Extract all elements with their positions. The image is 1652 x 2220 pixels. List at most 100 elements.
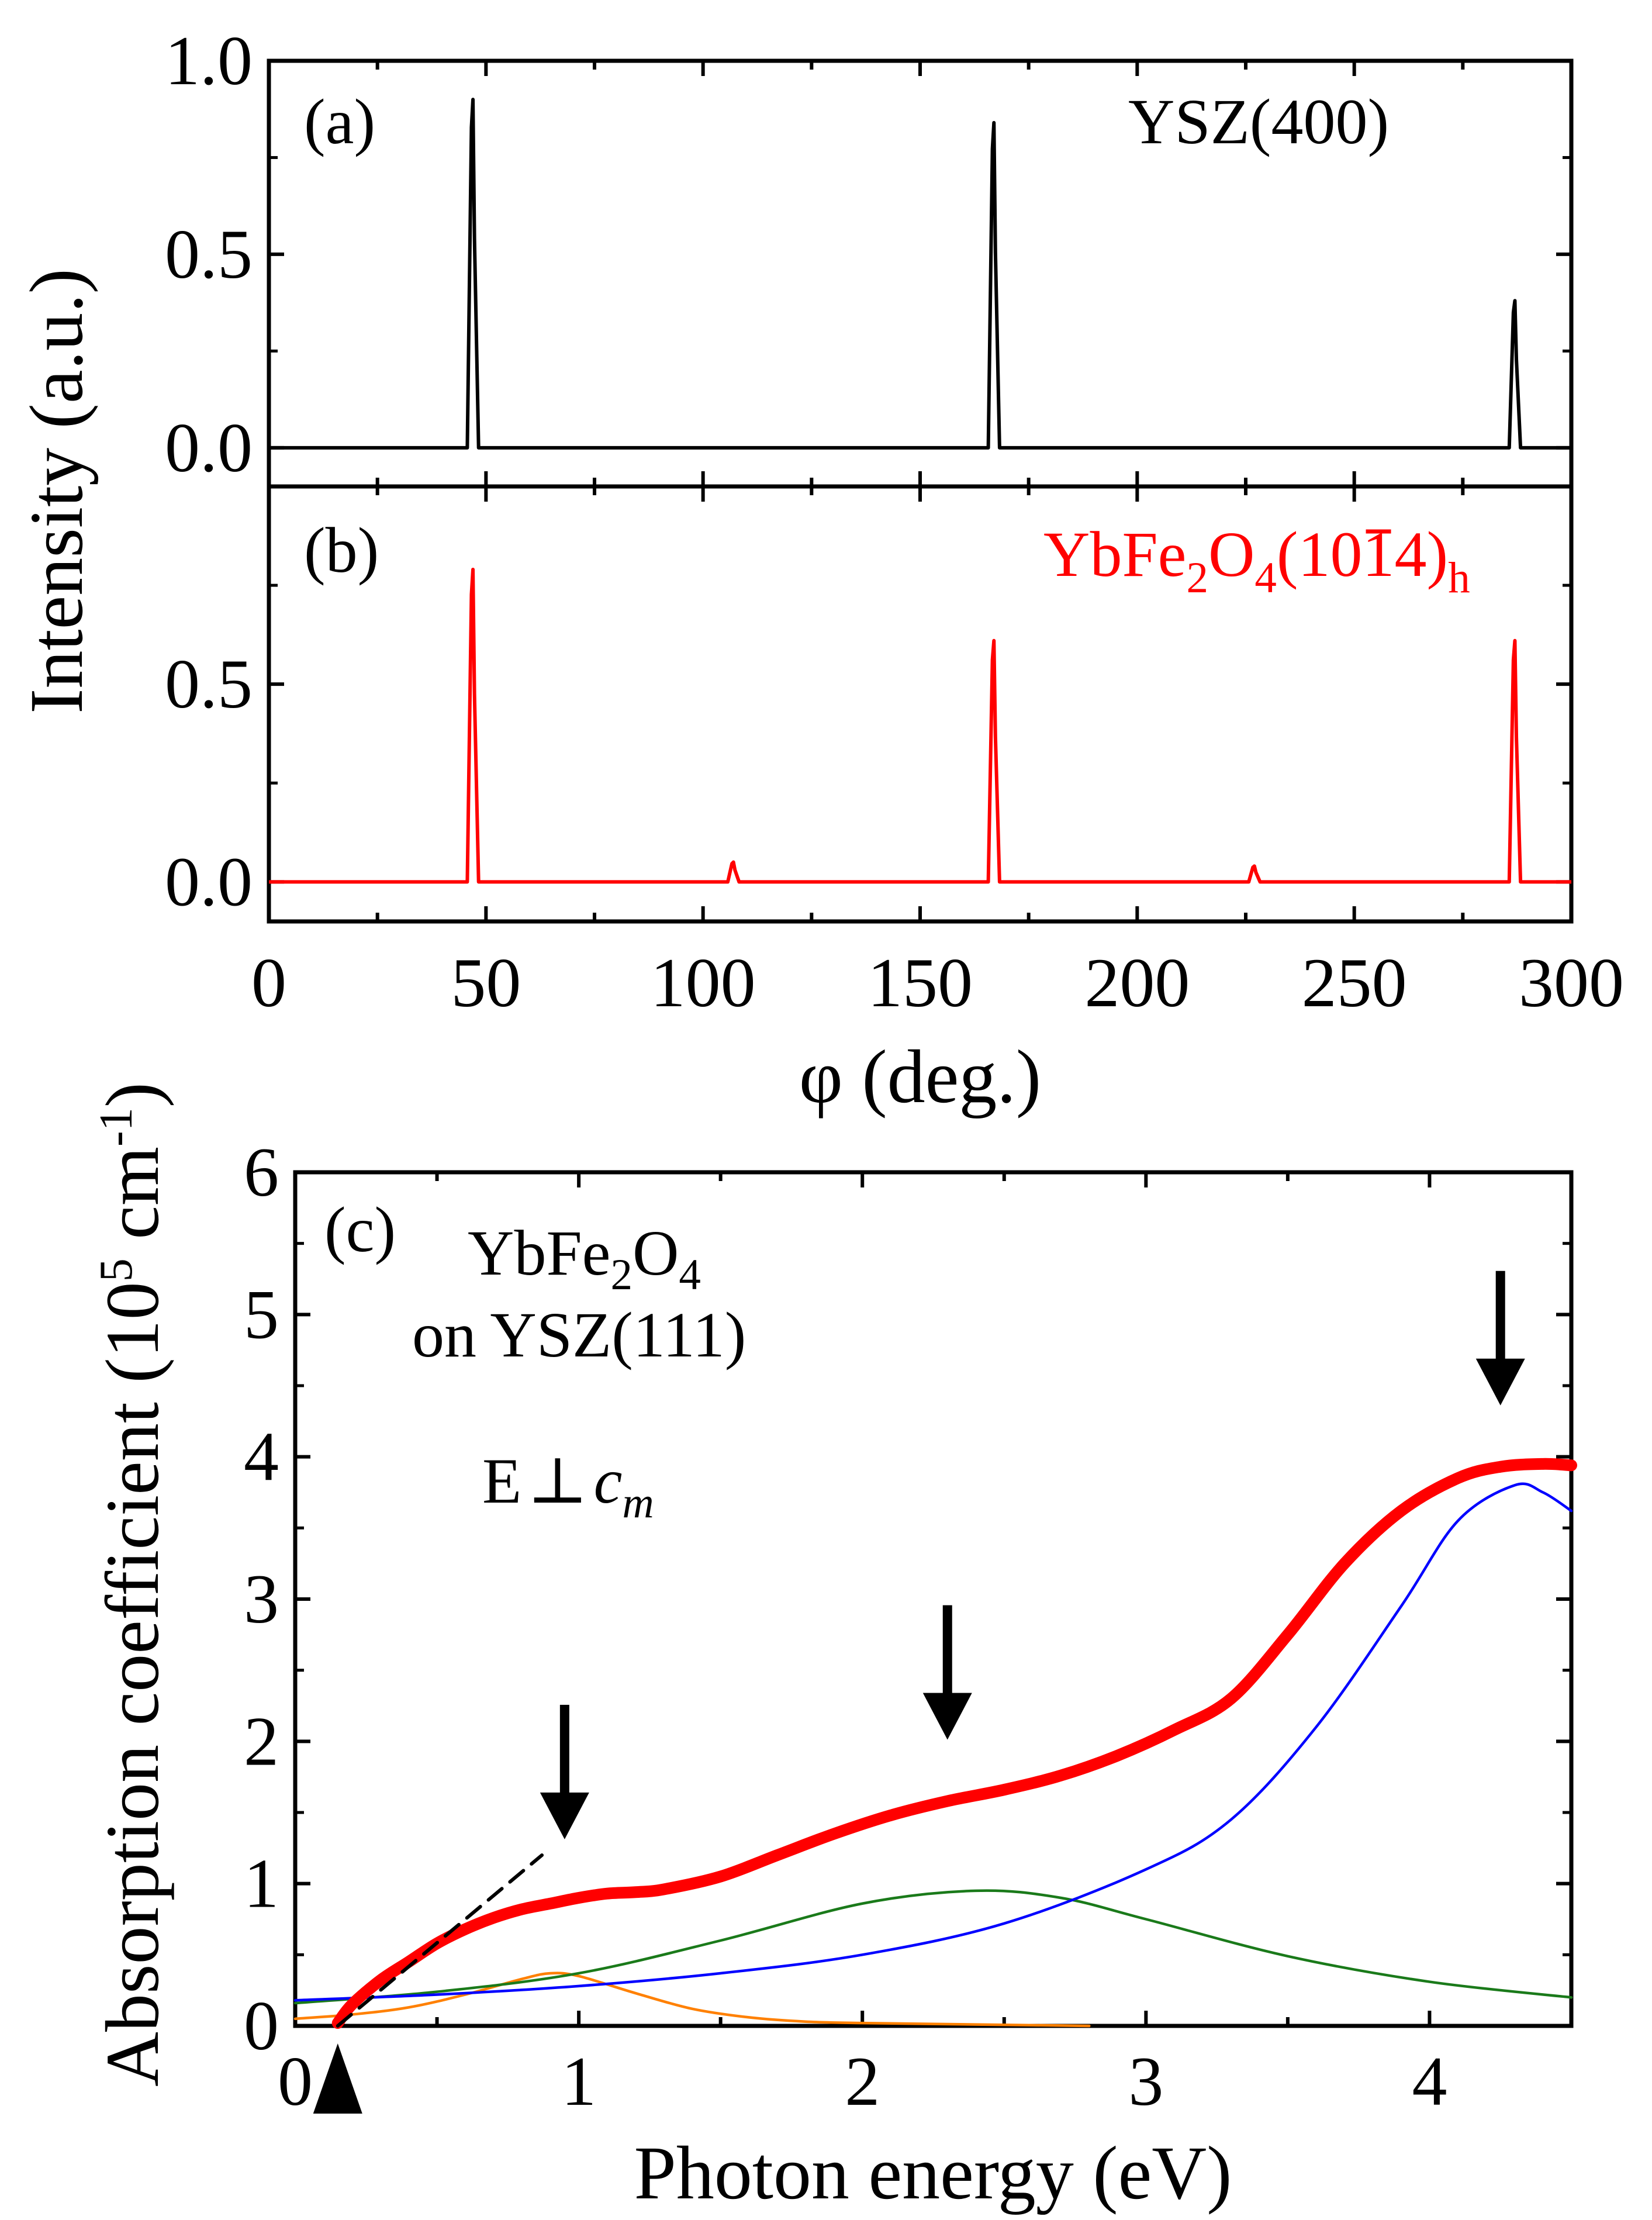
- polarization-part: E: [482, 1445, 521, 1517]
- panel-c-ticks: 0 1 2 3 4 5 6 0 1 2 3 4: [244, 1133, 1571, 2120]
- point-green-component: [294, 2002, 296, 2004]
- point-green-component: [720, 1939, 722, 1942]
- point-green-component: [974, 1890, 977, 1892]
- point-measured: [578, 1897, 580, 1899]
- feature-arrow-head: [540, 1792, 589, 1839]
- point-green-component: [1145, 1918, 1147, 1920]
- y-tick-label: 0.0: [165, 409, 253, 486]
- x-tick-label: 1: [561, 2042, 596, 2120]
- x-tick-label: 300: [1519, 944, 1624, 1021]
- band-edge-marker: [313, 2043, 362, 2114]
- point-measured: [1570, 1464, 1572, 1466]
- ylabel-superscript: 5: [91, 1258, 142, 1282]
- point-measured: [1117, 1755, 1119, 1757]
- point-orange-component: [578, 1975, 580, 1977]
- point-blue-component: [436, 1993, 438, 1995]
- point-orange-component: [294, 2018, 296, 2020]
- absorption-y-axis-label: Absorption coefficient (105 cm-1): [91, 1082, 175, 2087]
- feature-arrow-head: [1475, 1358, 1525, 1406]
- y-tick-label: 1: [244, 1845, 279, 1922]
- polarization-label: E⊥cm: [482, 1445, 654, 1527]
- point-orange-component: [691, 2008, 693, 2010]
- point-measured: [1230, 1697, 1232, 1700]
- peak-point: [993, 639, 996, 642]
- sample-subscript: 4: [679, 1251, 701, 1299]
- series-linear-extrapolation: [336, 1853, 544, 2028]
- panel-b-label: (b): [304, 515, 379, 586]
- series-label-subscript: h: [1448, 554, 1470, 602]
- ylabel-part: cm: [91, 1147, 175, 1258]
- point-measured: [1457, 1477, 1459, 1479]
- point-green-component: [578, 1972, 580, 1974]
- phi-x-axis-label: φ (deg.): [799, 1035, 1041, 1119]
- panel-b-ticks: 0.0 0.5 0 50 100 150 200 250 300: [165, 486, 1624, 1021]
- point-orange-component: [407, 2006, 410, 2008]
- ylabel-part: Absorption coefficient (10: [91, 1282, 175, 2087]
- series-orange-component: [293, 1972, 1091, 2028]
- point-blue-component: [1570, 1510, 1572, 1512]
- point-green-component: [1287, 1955, 1289, 1957]
- series-green-component: [293, 1889, 1573, 2005]
- sample-label: YbFe2O4: [468, 1217, 701, 1299]
- panel-b-series-label: YbFe2O4(1014)h: [1043, 519, 1470, 602]
- ylabel-superscript: -1: [91, 1107, 142, 1147]
- point-measured: [776, 1854, 779, 1856]
- point-measured: [351, 2004, 353, 2005]
- point-blue-component: [1315, 1726, 1317, 1728]
- x-tick-label: 3: [1128, 2042, 1163, 2120]
- panel-a-series-label: YSZ(400): [1128, 86, 1389, 157]
- series-label-subscript: 2: [1186, 554, 1208, 602]
- series-measured: [331, 1458, 1577, 2029]
- x-tick-label: 150: [868, 944, 973, 1021]
- point-orange-component: [748, 2016, 750, 2018]
- point-orange-component: [1088, 2025, 1090, 2027]
- peak-point: [732, 861, 735, 864]
- peak-point: [1253, 865, 1256, 868]
- series-label-part: YbFe: [1043, 519, 1186, 590]
- y-tick-label: 0: [244, 1987, 279, 2064]
- point-measured: [1542, 1463, 1544, 1465]
- point-blue-component: [1145, 1868, 1147, 1870]
- point-measured: [720, 1876, 722, 1877]
- intensity-y-axis-label: Intensity (a.u.): [15, 268, 99, 714]
- y-tick-label: 5: [244, 1275, 279, 1353]
- point-measured: [1173, 1729, 1176, 1731]
- ylabel-part: ): [91, 1082, 175, 1107]
- point-blue-component: [1457, 1520, 1459, 1522]
- x-tick-label: 50: [451, 944, 521, 1021]
- y-tick-label: 0.5: [165, 215, 253, 293]
- series-label-part: O: [1208, 519, 1254, 590]
- peak-point: [1513, 299, 1516, 302]
- feature-arrow-head: [922, 1693, 972, 1740]
- series-label-subscript: 4: [1254, 554, 1277, 602]
- y-tick-label: 0.5: [165, 645, 253, 723]
- panel-b-plot: [269, 568, 1571, 884]
- x-tick-label: 0: [251, 944, 286, 1021]
- point-blue-component: [294, 1999, 296, 2001]
- panel-c-plot: [293, 1270, 1577, 2114]
- series-label-part: 4): [1395, 519, 1449, 590]
- point-measured: [1003, 1789, 1005, 1791]
- point-measured: [663, 1888, 665, 1890]
- point-green-component: [861, 1903, 863, 1905]
- sample-part: YbFe: [468, 1217, 610, 1289]
- x-tick-label: 4: [1412, 2042, 1447, 2120]
- point-blue-component: [1400, 1605, 1402, 1607]
- point-orange-component: [549, 1972, 552, 1974]
- peak-point: [472, 568, 475, 571]
- point-measured: [946, 1800, 949, 1803]
- x-tick-label: 2: [845, 2042, 880, 2120]
- point-orange-component: [804, 2021, 807, 2023]
- panel-c-label: (c): [324, 1194, 396, 1265]
- panel-a-label: (a): [304, 86, 375, 157]
- point-measured: [634, 1891, 637, 1893]
- point-measured: [493, 1917, 495, 1919]
- point-measured: [379, 1979, 382, 1981]
- point-measured: [1499, 1466, 1502, 1468]
- point-blue-component: [578, 1985, 580, 1987]
- point-measured: [1287, 1634, 1289, 1636]
- point-orange-component: [974, 2024, 977, 2026]
- peak-point: [472, 98, 475, 101]
- point-measured: [890, 1814, 892, 1817]
- y-tick-label: 1.0: [165, 22, 253, 99]
